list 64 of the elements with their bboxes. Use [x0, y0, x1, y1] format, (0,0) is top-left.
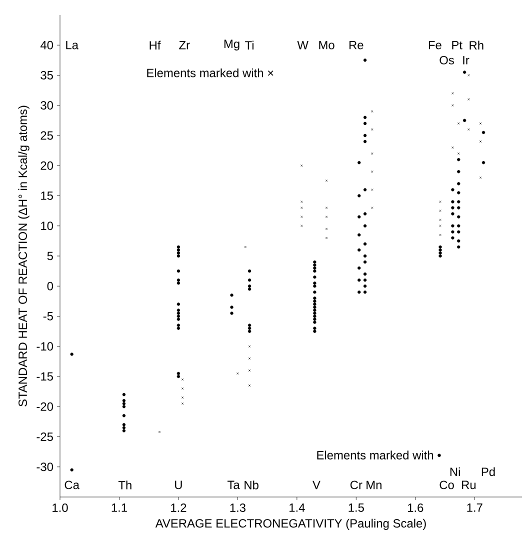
point [248, 384, 251, 387]
annotation: Fe [428, 40, 442, 50]
annotation: Ti [245, 40, 254, 50]
x-tick-label: 1.7 [467, 504, 482, 512]
annotation: Re [349, 40, 364, 50]
point [479, 140, 482, 143]
annotation: Rh [470, 40, 484, 50]
annotation: Co [440, 480, 454, 490]
y-tick-label: -20 [36, 402, 54, 411]
y-tick-label: 15 [41, 192, 53, 200]
annotation: La [66, 40, 78, 50]
y-axis-title: STANDARD HEAT OF REACTION (ΔH° in Kcal/g atoms) [18, 106, 30, 406]
annotation: Ni [450, 467, 460, 476]
y-tick-label: 25 [40, 131, 53, 140]
annotation: W [297, 41, 308, 50]
annotation: Hf [150, 40, 161, 50]
point [244, 246, 247, 248]
y-tick-label: -10 [36, 342, 54, 351]
y-tick-label: -15 [36, 372, 53, 381]
y-tick-label: -5 [43, 312, 53, 320]
annotation: Elements marked with × [147, 68, 274, 78]
x-tick-label: 1.3 [230, 504, 246, 512]
y-tick-label: -30 [36, 462, 54, 472]
annotation: Mo [319, 40, 334, 50]
annotation: Th [118, 480, 132, 490]
point [248, 357, 251, 360]
point [158, 430, 161, 434]
x-tick-label: 1.4 [290, 504, 305, 512]
x-tick-label: 1.0 [52, 504, 68, 512]
point [325, 236, 328, 240]
point [181, 378, 184, 381]
x-tick-label: 1.1 [112, 504, 127, 512]
x-axis-title: AVERAGE ELECTRONEGATIVITY (Pauling Scale) [155, 518, 426, 530]
annotation: U [175, 480, 182, 490]
point [325, 228, 328, 230]
point [181, 387, 184, 390]
y-tick-label: 30 [40, 101, 54, 110]
annotation: Cr [350, 480, 362, 490]
x-tick-label: 1.2 [171, 504, 186, 512]
point [248, 369, 251, 372]
y-tick-label: 0 [47, 282, 54, 290]
y-tick-label: 20 [40, 161, 54, 170]
annotation: Nb [244, 480, 258, 490]
x-tick-label: 1.5 [348, 504, 364, 512]
annotation: Elements marked with • [317, 450, 441, 460]
annotation: Os [440, 56, 454, 64]
y-tick-label: 5 [47, 252, 53, 260]
annotation: Mn [366, 480, 382, 490]
point [181, 396, 184, 399]
annotation: Zr [179, 41, 190, 50]
annotation: Pd [482, 467, 495, 476]
annotation: Ca [64, 480, 80, 490]
y-tick-label: 10 [41, 222, 54, 230]
point [479, 122, 482, 125]
x-tick-label: 1.6 [408, 504, 424, 512]
y-tick-label: 35 [40, 71, 53, 80]
y-tick-label: 40 [40, 40, 54, 50]
annotation: Ta [228, 480, 240, 490]
annotation: Pt [452, 40, 462, 50]
annotation: V [312, 480, 320, 490]
annotation: Ir [463, 56, 470, 64]
annotation: Mg [224, 40, 240, 50]
annotation: Ru [462, 480, 476, 490]
y-tick-label: -25 [36, 432, 53, 441]
